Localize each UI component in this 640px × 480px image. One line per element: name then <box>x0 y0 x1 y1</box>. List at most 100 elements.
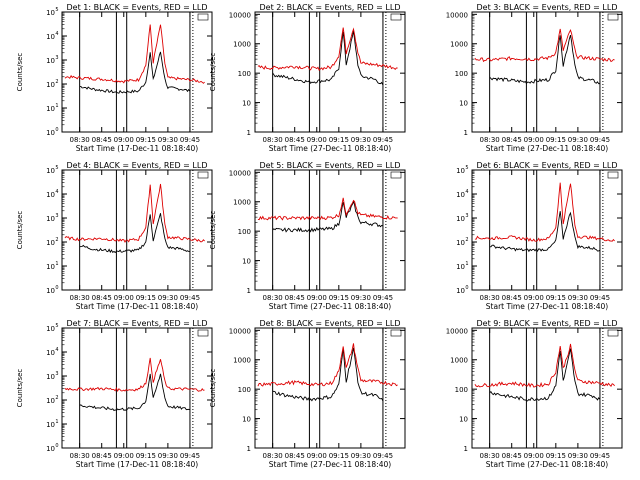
chart-title: Det 7: BLACK = Events, RED = LLD <box>67 319 208 328</box>
chart-title: Det 6: BLACK = Events, RED = LLD <box>477 161 618 170</box>
series-line-black <box>272 30 384 86</box>
x-tick-label: 09:00 <box>524 294 544 302</box>
x-tick-label: 08:45 <box>92 452 112 460</box>
chart-panel-det-9: Det 9: BLACK = Events, RED = LLD 1 10 100 10… <box>446 319 623 469</box>
y-tick-exponent: 2 <box>465 237 468 243</box>
legend-box <box>197 329 209 337</box>
x-axis-label: Start Time (17-Dec-11 08:18:40) <box>76 144 198 153</box>
plot-frame <box>254 11 406 133</box>
x-tick-label: 09:00 <box>114 136 134 144</box>
x-tick-label: 09:45 <box>180 452 200 460</box>
x-tick-label: 09:00 <box>114 452 134 460</box>
x-axis-label: Start Time (27-Dec-11 08:18:40) <box>269 144 391 153</box>
y-tick-exponent: 1 <box>55 103 58 109</box>
x-tick-label: 09:30 <box>351 136 371 144</box>
x-tick-label: 08:45 <box>285 136 305 144</box>
x-tick-label: 09:00 <box>524 136 544 144</box>
x-tick-label: 09:45 <box>180 136 200 144</box>
x-tick-label: 08:45 <box>285 294 305 302</box>
x-tick-label: 09:45 <box>373 294 393 302</box>
series-line-black <box>489 34 601 85</box>
y-axis-label: Counts/sec <box>209 53 217 92</box>
y-axis-label: Counts/sec <box>16 369 24 408</box>
x-tick-label: 08:30 <box>480 136 500 144</box>
y-tick-exponent: 1 <box>55 261 58 267</box>
chart-title: Det 9: BLACK = Events, RED = LLD <box>477 319 618 328</box>
x-tick-label: 09:30 <box>568 294 588 302</box>
plot-frame <box>61 169 213 291</box>
series-line-black <box>272 200 384 233</box>
x-tick-label: 09:30 <box>351 294 371 302</box>
series-line-black <box>79 373 191 412</box>
y-tick-label: 10 <box>46 445 55 453</box>
chart-title: Det 5: BLACK = Events, RED = LLD <box>260 161 401 170</box>
y-tick-label: 1 <box>464 129 468 137</box>
y-tick-exponent: 3 <box>55 55 58 61</box>
y-tick-label: 10 <box>46 373 55 381</box>
y-tick-label: 10 <box>459 416 468 424</box>
y-tick-label: 10 <box>456 215 465 223</box>
chart-panel-det-4: Det 4: BLACK = Events, RED = LLD Counts/s… <box>16 161 213 311</box>
x-tick-label: 09:15 <box>329 136 349 144</box>
series-line-red <box>474 343 615 388</box>
x-tick-label: 09:00 <box>524 452 544 460</box>
chart-title: Det 2: BLACK = Events, RED = LLD <box>260 3 401 12</box>
y-tick-exponent: 0 <box>55 127 58 133</box>
y-tick-label: 10 <box>456 287 465 295</box>
x-tick-label: 08:30 <box>263 294 283 302</box>
y-tick-label: 1000 <box>450 357 468 365</box>
x-axis-label: Start Time (27-Dec-11 08:18:40) <box>269 302 391 311</box>
y-tick-label: 1 <box>464 445 468 453</box>
series-line-red <box>64 24 205 84</box>
x-axis-label: Start Time (27-Dec-11 08:18:40) <box>269 460 391 469</box>
y-tick-label: 10000 <box>446 11 468 19</box>
y-tick-exponent: 5 <box>55 323 58 329</box>
y-tick-label: 10 <box>46 57 55 65</box>
series-line-red <box>474 182 615 242</box>
series-line-red <box>64 183 205 243</box>
y-tick-label: 10 <box>46 397 55 405</box>
x-tick-label: 08:30 <box>263 452 283 460</box>
y-tick-label: 10 <box>242 258 251 266</box>
x-tick-label: 08:45 <box>285 452 305 460</box>
chart-title: Det 4: BLACK = Events, RED = LLD <box>67 161 208 170</box>
series-line-black <box>79 213 190 254</box>
x-tick-label: 08:30 <box>70 452 90 460</box>
y-tick-label: 1000 <box>233 357 251 365</box>
x-tick-label: 08:45 <box>502 136 522 144</box>
plot-frame <box>471 11 623 133</box>
series-line-black <box>489 211 601 253</box>
x-axis-label: Start Time (27-Dec-11 08:18:40) <box>486 144 608 153</box>
chart-title: Det 3: BLACK = Events, RED = LLD <box>477 3 618 12</box>
plot-frame <box>61 11 213 133</box>
chart-panel-det-7: Det 7: BLACK = Events, RED = LLD Counts/s… <box>16 319 213 469</box>
legend-box <box>607 329 619 337</box>
x-tick-label: 08:30 <box>480 452 500 460</box>
chart-panel-det-3: Det 3: BLACK = Events, RED = LLD 1 10 100 10… <box>446 3 623 153</box>
y-tick-label: 100 <box>455 70 468 78</box>
y-tick-label: 10000 <box>446 327 468 335</box>
x-axis-label: Start Time (27-Dec-11 08:18:40) <box>486 460 608 469</box>
series-line-red <box>474 28 615 63</box>
x-tick-label: 09:15 <box>546 294 566 302</box>
y-tick-label: 10 <box>46 215 55 223</box>
y-tick-label: 100 <box>238 386 251 394</box>
y-tick-label: 100 <box>238 228 251 236</box>
y-tick-exponent: 4 <box>55 347 58 353</box>
y-tick-exponent: 3 <box>465 213 468 219</box>
y-tick-exponent: 0 <box>55 285 58 291</box>
y-tick-label: 10 <box>456 239 465 247</box>
y-tick-label: 10 <box>46 33 55 41</box>
x-tick-label: 09:00 <box>307 136 327 144</box>
chart-panel-det-1: Det 1: BLACK = Events, RED = LLD Counts/s… <box>16 3 213 153</box>
series-line-black <box>489 348 601 402</box>
chart-panel-det-8: Det 8: BLACK = Events, RED = LLD Counts/s… <box>209 319 406 469</box>
plot-frame <box>471 169 623 291</box>
x-tick-label: 08:45 <box>92 136 112 144</box>
legend-box <box>390 329 402 337</box>
y-tick-label: 10000 <box>229 169 251 177</box>
y-tick-label: 100 <box>238 70 251 78</box>
y-tick-label: 10 <box>46 325 55 333</box>
y-tick-label: 10000 <box>229 11 251 19</box>
